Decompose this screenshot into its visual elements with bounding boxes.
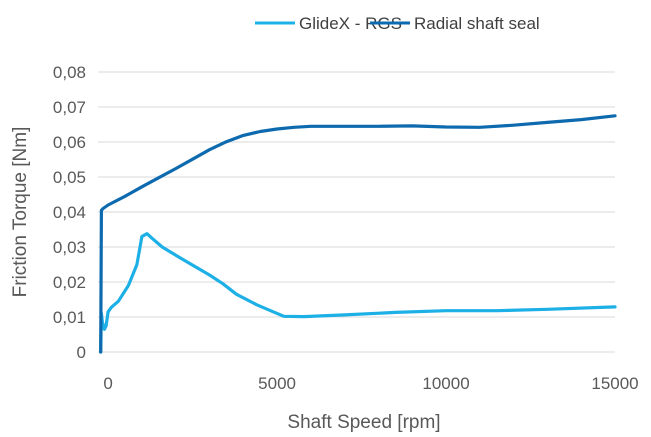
y-tick-label: 0,03 bbox=[53, 238, 86, 257]
y-tick-label: 0,06 bbox=[53, 133, 86, 152]
y-tick-label: 0 bbox=[77, 343, 86, 362]
x-tick-label: 5000 bbox=[258, 374, 296, 393]
y-tick-label: 0,05 bbox=[53, 168, 86, 187]
series-lines bbox=[99, 114, 617, 354]
y-axis-ticks: 0 0,01 0,02 0,03 0,04 0,05 0,06 0,07 0,08 bbox=[53, 63, 86, 362]
legend: GlideX - RGS Radial shaft seal bbox=[255, 14, 540, 33]
x-tick-label: 0 bbox=[103, 374, 112, 393]
series-line-1 bbox=[99, 114, 617, 354]
y-tick-label: 0,01 bbox=[53, 308, 86, 327]
y-tick-label: 0,02 bbox=[53, 273, 86, 292]
series-line-0 bbox=[99, 232, 617, 354]
y-tick-label: 0,04 bbox=[53, 203, 86, 222]
legend-label-glidex: GlideX - RGS bbox=[299, 14, 402, 33]
legend-label-radial-shaft-seal: Radial shaft seal bbox=[414, 14, 540, 33]
x-tick-label: 10000 bbox=[422, 374, 469, 393]
x-axis-ticks: 0 5000 10000 15000 bbox=[103, 374, 638, 393]
y-tick-label: 0,07 bbox=[53, 98, 86, 117]
gridlines bbox=[98, 71, 615, 353]
x-axis-title: Shaft Speed [rpm] bbox=[287, 412, 440, 433]
y-tick-label: 0,08 bbox=[53, 63, 86, 82]
x-tick-label: 15000 bbox=[591, 374, 638, 393]
y-axis-title: Friction Torque [Nm] bbox=[10, 127, 31, 298]
